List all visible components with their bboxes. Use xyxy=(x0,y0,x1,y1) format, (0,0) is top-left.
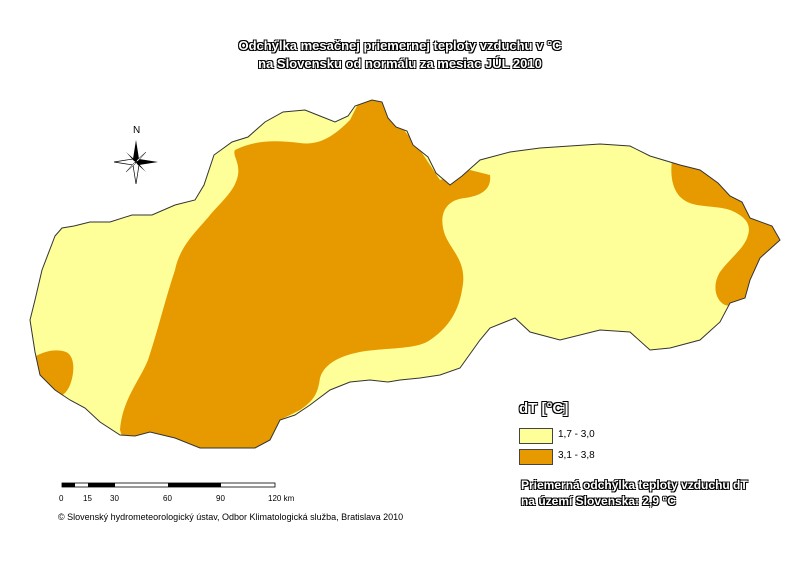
scale-label-0: 0 xyxy=(59,494,64,503)
copyright-text: © Slovenský hydrometeorologický ústav, O… xyxy=(58,512,404,522)
map-title-line1: Odchýlka mesačnej priemernej teploty vzd… xyxy=(238,38,562,53)
legend-swatch-low xyxy=(519,428,553,444)
legend-label-high: 3,1 - 3,8 xyxy=(558,450,595,461)
scale-label-120: 120 km xyxy=(268,494,295,503)
north-arrow-icon xyxy=(113,140,158,185)
zone-central-orange xyxy=(120,100,491,448)
north-label: N xyxy=(133,125,140,136)
scale-label-90: 90 xyxy=(216,494,225,503)
scale-bar xyxy=(61,482,276,488)
average-line1: Priemerná odchýlka teploty vzduchu dT xyxy=(521,478,748,492)
legend-swatch-high xyxy=(519,449,553,465)
legend-label-low: 1,7 - 3,0 xyxy=(558,429,595,440)
map-title-line2: na Slovensku od normálu za mesiac JÚL 20… xyxy=(258,56,542,71)
scale-label-15: 15 xyxy=(83,494,92,503)
legend-title: dT [°C] xyxy=(519,400,569,417)
country-border xyxy=(29,99,781,449)
average-line2: na území Slovenska: 2,9 °C xyxy=(521,494,676,508)
scale-label-30: 30 xyxy=(110,494,119,503)
scale-label-60: 60 xyxy=(163,494,172,503)
